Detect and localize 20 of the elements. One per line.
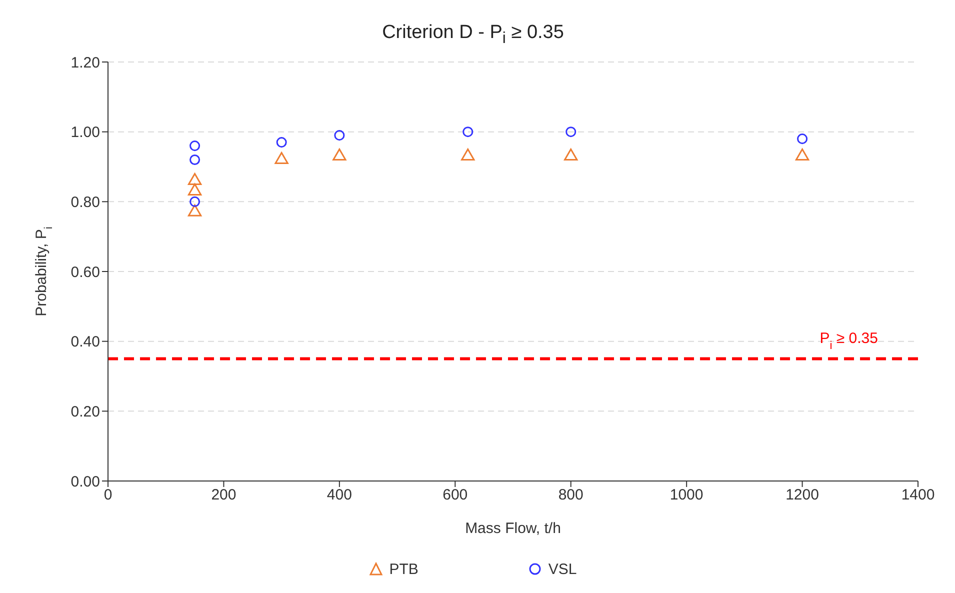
x-tick-label: 800 (558, 486, 584, 504)
x-tick-label: 1000 (670, 486, 704, 504)
ref-line-label: P$_{i}$ ≥ 0.35 (820, 330, 878, 352)
chart-title: Criterion D - P$_{i}$ ≥ 0.35 (381, 22, 565, 48)
y-tick-label: 0.80 (70, 194, 100, 211)
y-tick-label: 1.20 (70, 54, 100, 72)
y-tick-label: 1.00 (70, 124, 100, 141)
x-axis-title: Mass Flow, t/h (465, 520, 561, 537)
y-tick-label: 0.40 (70, 333, 100, 350)
legend-label: PTB (389, 560, 418, 578)
x-tick-label: 600 (442, 486, 468, 504)
y-tick-label: 0.20 (70, 403, 100, 420)
y-tick-label: 0.60 (70, 264, 100, 281)
x-tick-label: 1200 (786, 486, 819, 504)
y-tick-label: 0.00 (70, 473, 100, 490)
x-tick-label: 1400 (901, 486, 935, 504)
x-tick-label: 0 (104, 486, 112, 504)
x-tick-label: 400 (326, 486, 352, 504)
legend-label: VSL (548, 560, 577, 578)
x-tick-label: 200 (211, 486, 236, 504)
